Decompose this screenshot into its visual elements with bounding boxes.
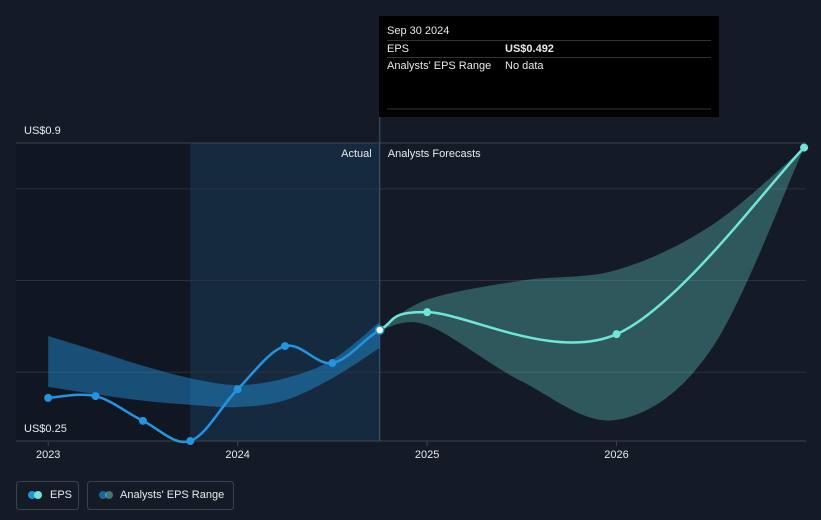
range-band [379,147,805,421]
y-tick-label: US$0.9 [24,125,61,137]
tooltip-label: Analysts' EPS Range [387,60,491,72]
eps-point[interactable] [612,330,621,339]
legend-label: Analysts' EPS Range [120,489,224,501]
range-bands [48,147,805,421]
x-tick-label: 2023 [36,449,60,461]
legend-swatch [105,491,113,499]
tooltip-value: No data [505,60,544,72]
eps-point[interactable] [328,359,337,368]
actual-label: Actual [341,148,372,160]
eps-point[interactable] [800,143,809,152]
range-band [48,321,380,408]
legend: EPS Analysts' EPS Range [16,481,234,510]
grid: US$0.25 US$0.9 2023 2024 2025 2026 [16,125,806,461]
eps-point[interactable] [423,308,432,317]
x-tick-label: 2026 [604,449,628,461]
tooltip-value: US$0.492 [505,43,554,55]
legend-swatch [34,491,42,499]
legend-box[interactable] [16,481,79,510]
tooltip-label: EPS [387,43,409,55]
tooltip-box [379,16,719,117]
plot-background [16,143,380,441]
eps-point[interactable] [91,392,100,401]
tooltip: Sep 30 2024 EPS US$0.492 Analysts' EPS Rang… [379,16,719,117]
y-tick-label: US$0.25 [24,423,67,435]
eps-point[interactable] [233,385,242,394]
x-tick-label: 2025 [415,449,439,461]
x-tick-label: 2024 [225,449,249,461]
lines: Actual Analysts Forecasts [44,16,809,445]
eps-point[interactable] [138,416,147,425]
legend-box[interactable] [87,481,234,510]
legend-swatch [99,491,107,499]
hover-region [190,143,380,441]
legend-label: EPS [50,489,72,501]
legend-swatch [28,491,36,499]
eps-point[interactable] [44,393,53,402]
tooltip-date: Sep 30 2024 [387,25,449,37]
eps-point[interactable] [186,437,195,445]
forecast-label: Analysts Forecasts [388,148,481,160]
eps-point[interactable] [374,325,385,335]
eps-point[interactable] [281,342,290,351]
